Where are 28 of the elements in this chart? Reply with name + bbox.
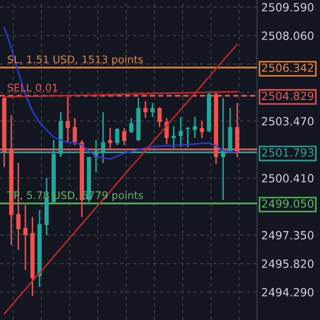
y-tick-label: 2509.590 [262, 3, 314, 12]
candlestick [143, 100, 148, 119]
y-tick-label: 2504.829 [262, 92, 314, 100]
candlestick [23, 204, 28, 271]
candlestick [150, 102, 155, 118]
candlestick [192, 116, 197, 139]
candlestick [66, 96, 70, 144]
candlestick [172, 125, 176, 149]
y-tick-label: 2501.793 [262, 148, 314, 157]
candlestick [157, 106, 162, 128]
candlestick [186, 126, 190, 148]
y-tick-label: 2500.410 [262, 174, 314, 182]
candlestick [178, 116, 183, 148]
line-series [4, 44, 238, 315]
candlestick [122, 127, 126, 146]
y-tick-label: 2508.060 [262, 32, 314, 40]
candlestick [115, 127, 120, 146]
candlestick [129, 117, 134, 134]
candlestick [72, 117, 77, 146]
y-tick-label: 2494.290 [262, 288, 314, 296]
candlestick [108, 127, 112, 149]
y-tick-label: 2499.050 [262, 199, 314, 208]
y-tick-label: 2497.350 [262, 231, 314, 240]
line-series [4, 26, 238, 160]
y-tick-label: 2503.470 [262, 117, 314, 126]
y-tick-label: 2495.820 [262, 260, 314, 268]
candlestick [200, 120, 204, 139]
y-tick-label: 2506.342 [262, 64, 314, 72]
